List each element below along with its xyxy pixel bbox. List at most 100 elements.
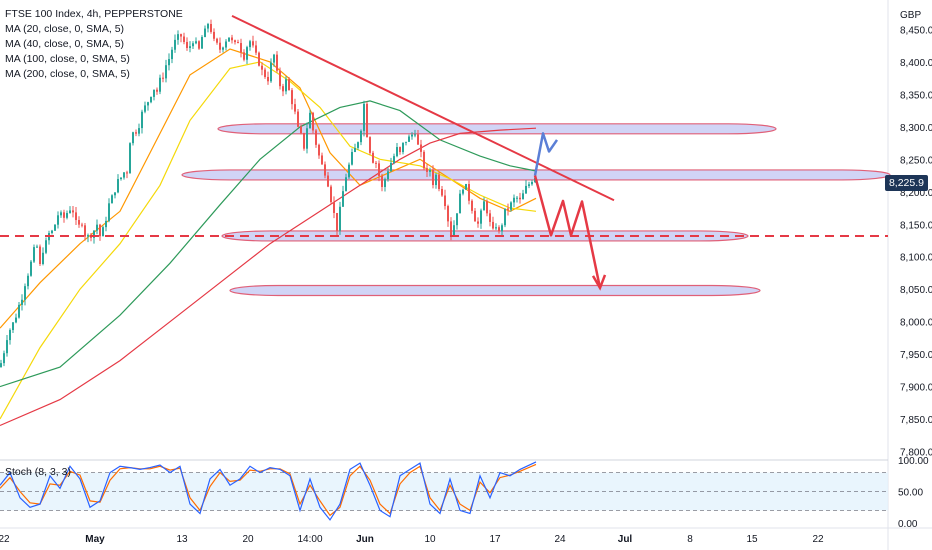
candle-body [366, 103, 368, 138]
candle-body [360, 130, 362, 143]
candle-body [321, 155, 323, 165]
x-tick-label: Jun [356, 534, 374, 545]
candle-body [174, 39, 176, 50]
candle-body [387, 171, 389, 180]
candle-body [0, 363, 2, 368]
candle-body [384, 179, 386, 187]
candle-body [39, 246, 41, 264]
candle-body [291, 90, 293, 105]
candle-body [354, 147, 356, 153]
y-tick-label: 8,400.0 [900, 58, 932, 69]
candle-body [519, 197, 521, 200]
candle-body [15, 317, 17, 323]
candle-body [222, 47, 224, 50]
candle-body [357, 142, 359, 148]
candle-body [276, 54, 278, 71]
candle-body [240, 43, 242, 53]
candle-body [189, 46, 191, 48]
candle-body [348, 164, 350, 178]
y-tick-label: 7,900.0 [900, 383, 932, 394]
candle-body [342, 191, 344, 207]
x-tick-label: 17 [489, 534, 501, 545]
candle-body [168, 59, 170, 66]
candle-body [474, 210, 476, 222]
candle-body [81, 224, 83, 226]
candle-body [288, 79, 290, 91]
candle-body [72, 210, 74, 213]
candle-body [459, 193, 461, 214]
candle-body [30, 261, 32, 276]
candle-body [171, 49, 173, 60]
legend-ma20: MA (20, close, 0, SMA, 5) [5, 23, 125, 35]
candle-body [285, 79, 287, 92]
candle-body [369, 137, 371, 153]
candle-body [252, 41, 254, 46]
y-tick-label: 8,350.0 [900, 90, 932, 101]
candle-body [204, 28, 206, 38]
stoch-tick-label: 50.00 [898, 488, 923, 499]
candle-body [120, 177, 122, 180]
stoch-label: Stoch (8, 3, 3) [5, 466, 71, 478]
candle-body [351, 152, 353, 165]
x-tick-label: 22 [812, 534, 824, 545]
candle-body [447, 206, 449, 222]
candle-body [453, 225, 455, 237]
candle-body [78, 220, 80, 225]
ma100-line [0, 100, 537, 388]
candle-body [234, 40, 236, 43]
legend-ma40: MA (40, close, 0, SMA, 5) [5, 38, 125, 50]
candle-body [126, 172, 128, 174]
chart-legend: FTSE 100 Index, 4h, PEPPERSTONE MA (20, … [5, 7, 183, 82]
candle-body [363, 103, 365, 131]
candle-body [21, 299, 23, 305]
x-tick-label: 14:00 [297, 534, 322, 545]
candle-body [273, 54, 275, 63]
candle-body [183, 36, 185, 42]
candle-body [396, 147, 398, 157]
candle-body [468, 184, 470, 201]
candle-body [375, 162, 377, 164]
y-tick-label: 7,850.0 [900, 415, 932, 426]
candle-body [498, 227, 500, 232]
candle-body [282, 86, 284, 92]
candle-body [135, 132, 137, 134]
candle-body [327, 175, 329, 187]
candle-body [12, 322, 14, 331]
currency-label: GBP [900, 10, 921, 21]
candle-body [3, 353, 5, 364]
candle-body [408, 136, 410, 142]
candle-body [315, 130, 317, 145]
candle-body [63, 212, 65, 218]
y-tick-label: 8,300.0 [900, 123, 932, 134]
candle-body [123, 172, 125, 178]
candle-body [465, 184, 467, 190]
y-tick-label: 8,150.0 [900, 220, 932, 231]
candle-body [45, 240, 47, 253]
candle-body [378, 163, 380, 176]
candle-body [186, 41, 188, 48]
candle-body [177, 34, 179, 40]
candle-body [435, 174, 437, 186]
candle-body [255, 45, 257, 53]
candle-body [513, 197, 515, 203]
candle-body [201, 37, 203, 49]
candle-body [192, 43, 194, 47]
candle-body [33, 247, 35, 262]
candle-body [417, 134, 419, 145]
candle-body [432, 169, 434, 186]
candle-body [141, 111, 143, 129]
candle-body [480, 210, 482, 224]
candle-body [228, 37, 230, 42]
candle-body [402, 142, 404, 153]
candle-body [270, 62, 272, 82]
candle-body [456, 213, 458, 226]
candle-body [216, 38, 218, 43]
price-zone [229, 284, 761, 297]
candle-body [279, 70, 281, 87]
y-tick-label: 8,450.0 [900, 25, 932, 36]
candle-body [324, 164, 326, 176]
candle-body [477, 221, 479, 224]
candle-body [195, 41, 197, 44]
